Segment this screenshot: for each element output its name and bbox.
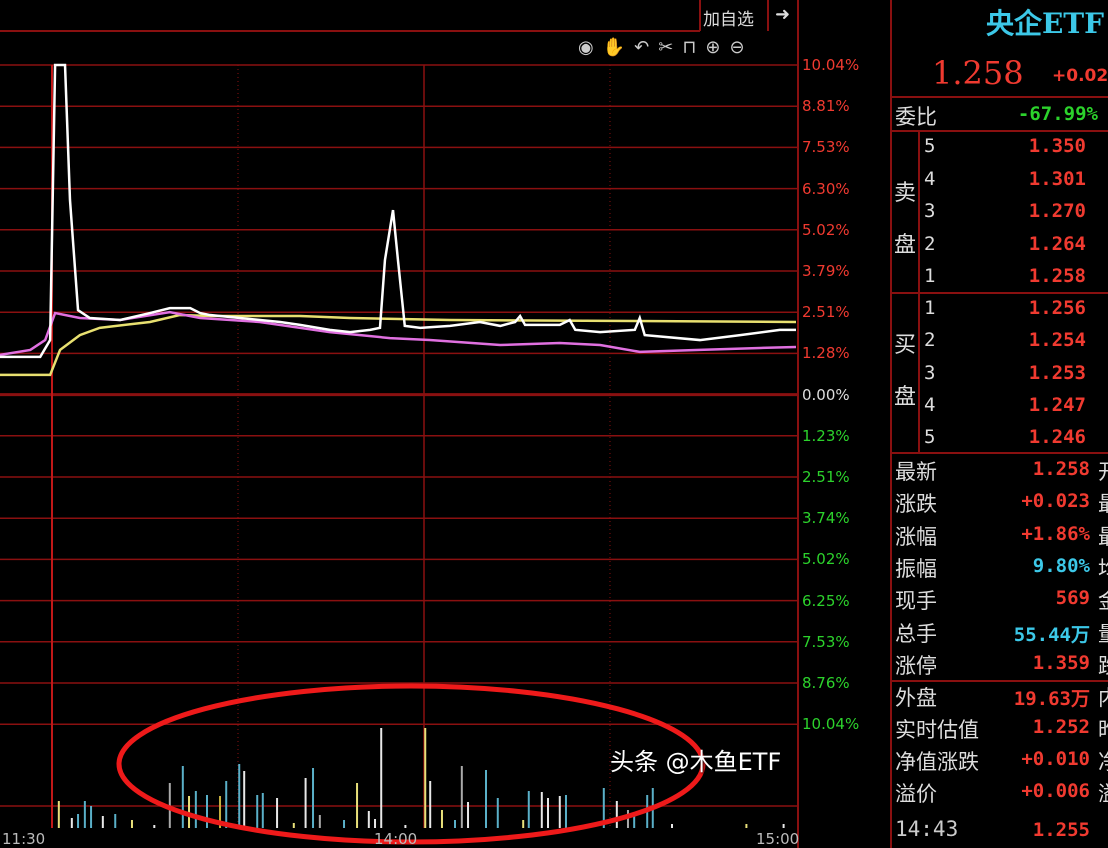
lock-icon[interactable]: ⊓	[682, 37, 706, 58]
x-tick-label: 11:30	[2, 830, 46, 848]
series-line-2	[0, 313, 797, 377]
price-change: +0.02	[1052, 66, 1108, 86]
level-number: 4	[924, 167, 936, 190]
add-watchlist-button[interactable]: 加自选	[703, 10, 754, 30]
y-tick-label: 2.51%	[802, 303, 850, 322]
stat-row: 涨跌+0.023最	[895, 490, 1108, 517]
quote-panel: 央企ETF 1.258 +0.02 委比 -67.99% 卖盘 买盘 5 1.350…	[890, 0, 1108, 848]
level-price: 1.247	[1028, 393, 1086, 416]
level-price: 1.301	[1028, 167, 1086, 190]
level-price: 1.254	[1028, 329, 1086, 352]
stat-row: 最新1.258开	[895, 458, 1108, 484]
y-tick-label: 10.04%	[802, 715, 860, 734]
undo-icon[interactable]: ↶	[634, 37, 659, 58]
wei-bi-row: 委比 -67.99%	[895, 103, 1098, 129]
watermark: 头条 @木鱼ETF	[610, 748, 782, 776]
level-price: 1.270	[1028, 200, 1086, 222]
stat-row: 现手569金	[895, 587, 1108, 614]
exit-arrow-icon[interactable]: ➜	[775, 4, 791, 25]
stat-row: 涨幅+1.86%最	[895, 522, 1108, 549]
level-number: 2	[924, 329, 936, 352]
level-number: 2	[924, 232, 936, 255]
y-tick-label: 6.30%	[802, 179, 850, 198]
zoom-in-icon[interactable]: ⊕	[705, 37, 730, 58]
y-tick-label: 0.00%	[802, 385, 850, 404]
zoom-out-icon[interactable]: ⊖	[729, 37, 754, 58]
level-number: 1	[924, 297, 936, 319]
x-tick-label: 15:00	[756, 830, 800, 848]
level-number: 3	[924, 200, 936, 222]
stat-row: 溢价+0.006溢	[895, 780, 1108, 806]
level-price: 1.350	[1028, 135, 1086, 157]
y-tick-label: 7.53%	[802, 632, 850, 651]
y-tick-label: 3.79%	[802, 262, 850, 280]
intraday-chart[interactable]	[0, 0, 890, 848]
level-price: 1.246	[1028, 426, 1086, 449]
y-tick-label: 1.23%	[802, 426, 850, 445]
level-number: 3	[924, 361, 936, 384]
y-tick-label: 10.04%	[802, 56, 860, 74]
x-tick-label: 14:00	[374, 830, 418, 848]
stat-row: 涨停1.359跌	[895, 651, 1108, 678]
tick-row: 14:43 1.255	[895, 817, 1090, 841]
y-tick-label: 1.28%	[802, 344, 850, 363]
level-price: 1.264	[1028, 232, 1086, 255]
security-name: 央企ETF	[985, 7, 1104, 40]
series-line-0	[0, 63, 796, 359]
level-price: 1.256	[1028, 297, 1086, 319]
level-number: 4	[924, 393, 936, 416]
buy-side-label: 买盘	[894, 333, 917, 410]
level-price: 1.258	[1028, 265, 1086, 287]
y-tick-label: 3.74%	[802, 509, 850, 528]
y-tick-label: 5.02%	[802, 550, 850, 569]
scissors-icon[interactable]: ✂	[658, 37, 683, 58]
y-tick-label: 2.51%	[802, 468, 850, 486]
y-tick-label: 8.81%	[802, 97, 850, 116]
last-price: 1.258	[932, 54, 1024, 92]
sell-side-label: 卖盘	[894, 181, 917, 258]
y-tick-label: 5.02%	[802, 220, 850, 239]
y-tick-label: 6.25%	[802, 591, 850, 610]
y-tick-label: 7.53%	[802, 138, 850, 157]
stat-row: 振幅9.80%均	[895, 554, 1108, 581]
level-number: 5	[924, 135, 936, 157]
annotation-ellipse	[116, 683, 706, 845]
hand-icon[interactable]: ✋	[602, 37, 635, 58]
y-tick-label: 8.76%	[802, 674, 850, 692]
level-number: 5	[924, 426, 936, 449]
stat-row: 净值涨跌+0.010净	[895, 748, 1108, 774]
level-number: 1	[924, 265, 936, 287]
series-line-1	[0, 310, 797, 357]
level-price: 1.253	[1028, 361, 1086, 384]
eye-icon[interactable]: ◉	[578, 37, 603, 58]
